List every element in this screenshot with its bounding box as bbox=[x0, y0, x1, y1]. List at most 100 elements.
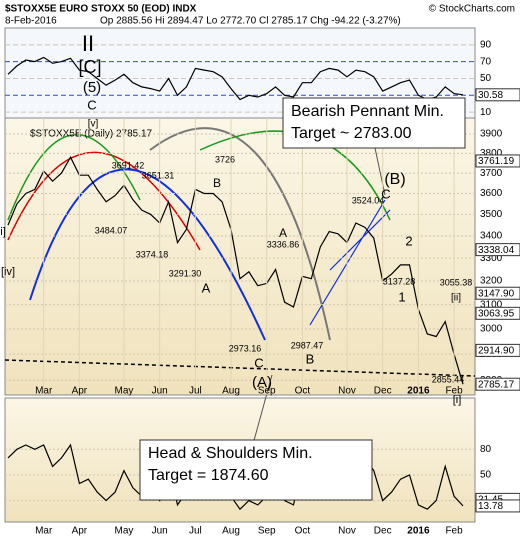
callout-text: Bearish Pennant Min. bbox=[291, 103, 444, 120]
y-tick-label: 3900 bbox=[480, 129, 503, 140]
y-tick-label: 3600 bbox=[480, 188, 503, 199]
x-tick-label: Nov bbox=[338, 386, 356, 397]
legend: $STOXX5E (Daily) 2785.17 bbox=[30, 129, 153, 140]
cycle-arc bbox=[7, 151, 201, 251]
x-tick-label: Oct bbox=[295, 526, 311, 537]
wave-label: 3055.38 bbox=[440, 277, 473, 287]
wave-label: [ii] bbox=[451, 293, 461, 304]
price-tag-label: 30.58 bbox=[478, 90, 503, 101]
x-tick-label: Dec bbox=[374, 526, 392, 537]
x-tick-label: Apr bbox=[72, 526, 88, 537]
wave-label: C bbox=[254, 355, 263, 370]
x-tick-label: Mar bbox=[35, 386, 53, 397]
cycle-arc bbox=[29, 168, 266, 341]
wave-label: 3651.31 bbox=[142, 170, 175, 180]
x-tick-label: 2016 bbox=[407, 386, 430, 397]
wave-label: [v] bbox=[88, 119, 99, 130]
price-tag bbox=[475, 154, 520, 168]
price-line bbox=[7, 155, 464, 385]
wave-label: 3291.30 bbox=[169, 268, 202, 278]
price-tag-label: 3147.90 bbox=[478, 288, 515, 299]
price-tag-label: 13.78 bbox=[478, 501, 503, 512]
wave-label: 2 bbox=[405, 233, 412, 248]
y-tick-label: 3800 bbox=[480, 148, 503, 159]
wave-label: [i] bbox=[453, 394, 462, 406]
x-tick-label: Dec bbox=[374, 386, 392, 397]
callout-text: Target ~ 2783.00 bbox=[291, 125, 412, 142]
x-tick-label: Feb bbox=[445, 386, 463, 397]
wave-label: B bbox=[306, 351, 315, 366]
y-tick-label: 3500 bbox=[480, 209, 503, 220]
y-tick-label: 50 bbox=[480, 470, 492, 481]
date: 8-Feb-2016 bbox=[5, 16, 57, 27]
x-tick-label: Nov bbox=[338, 526, 356, 537]
price-tag bbox=[475, 343, 520, 357]
wave-label: (B) bbox=[384, 171, 405, 188]
y-tick-label: 50 bbox=[480, 73, 492, 84]
wave-label: B bbox=[213, 176, 221, 190]
wave-label: 3524.04 bbox=[352, 195, 385, 205]
wave-label: 1 bbox=[398, 289, 405, 304]
price-tag-label: 2785.17 bbox=[478, 379, 515, 390]
price-tag bbox=[475, 286, 520, 300]
y-tick-label: 80 bbox=[480, 444, 492, 455]
neckline bbox=[4, 359, 476, 377]
wave-label: [C] bbox=[78, 57, 101, 77]
wave-label: i] bbox=[0, 226, 6, 238]
wave-label: 2987.47 bbox=[291, 340, 324, 350]
wave-label: 2855.44 bbox=[432, 374, 465, 384]
price-tag-label: 2914.90 bbox=[478, 346, 515, 357]
y-tick-label: 90 bbox=[480, 39, 492, 50]
price-tag-label: 3338.04 bbox=[478, 245, 515, 256]
price-tag-label: 3063.95 bbox=[478, 308, 515, 319]
x-tick-label: Jun bbox=[152, 526, 168, 537]
x-tick-label: May bbox=[115, 386, 134, 397]
wave-label: 3484.07 bbox=[95, 225, 128, 235]
x-tick-label: Jun bbox=[152, 386, 168, 397]
wave-label: 3691.42 bbox=[112, 160, 145, 170]
price-line bbox=[7, 56, 464, 101]
price-tag bbox=[475, 88, 520, 102]
wave-label: 2973.16 bbox=[229, 343, 262, 353]
price-tag-label: 3761.19 bbox=[478, 156, 515, 167]
y-tick-label: 3200 bbox=[480, 276, 503, 287]
wave-label: [iv] bbox=[1, 266, 15, 278]
price-tag bbox=[475, 499, 520, 513]
callout-text: Target = 1874.60 bbox=[148, 467, 269, 484]
title: $STOXX5E EURO STOXX 50 (EOD) INDX bbox=[5, 4, 197, 15]
price-tag bbox=[475, 243, 520, 257]
wave-label: 3726 bbox=[215, 154, 235, 164]
y-tick-label: 3300 bbox=[480, 253, 503, 264]
x-tick-label: Sep bbox=[258, 526, 276, 537]
wave-label: 3374.18 bbox=[136, 249, 169, 259]
price-tag bbox=[475, 306, 520, 320]
wave-label: (5) bbox=[83, 79, 101, 96]
x-tick-label: Mar bbox=[35, 526, 53, 537]
x-tick-label: Jul bbox=[189, 386, 202, 397]
x-tick-label: Aug bbox=[222, 386, 240, 397]
wave-label: A bbox=[279, 226, 287, 240]
callout-pointer bbox=[374, 147, 386, 196]
source: © StockCharts.com bbox=[429, 4, 515, 15]
stats: Op 2885.56 Hi 2894.47 Lo 2772.70 Cl 2785… bbox=[100, 16, 401, 27]
callout-text: Head & Shoulders Min. bbox=[148, 445, 313, 462]
x-tick-label: 2016 bbox=[407, 526, 430, 537]
y-tick-label: 10 bbox=[480, 107, 492, 118]
price-panel bbox=[4, 117, 476, 396]
y-tick-label: 3700 bbox=[480, 168, 503, 179]
y-tick-label: 3000 bbox=[480, 324, 503, 335]
callout-box bbox=[282, 97, 466, 149]
wave-label: 3336.86 bbox=[267, 239, 300, 249]
price-tag bbox=[475, 377, 520, 391]
wave-label: II bbox=[82, 31, 94, 56]
x-tick-label: Feb bbox=[445, 526, 463, 537]
x-tick-label: Sep bbox=[258, 386, 276, 397]
y-tick-label: 3100 bbox=[480, 299, 503, 310]
y-tick-label: 3400 bbox=[480, 231, 503, 242]
wave-label: C bbox=[87, 97, 96, 112]
callout-box bbox=[139, 439, 373, 501]
x-tick-label: Jul bbox=[189, 526, 202, 537]
x-tick-label: Aug bbox=[222, 526, 240, 537]
x-tick-label: Apr bbox=[72, 386, 88, 397]
